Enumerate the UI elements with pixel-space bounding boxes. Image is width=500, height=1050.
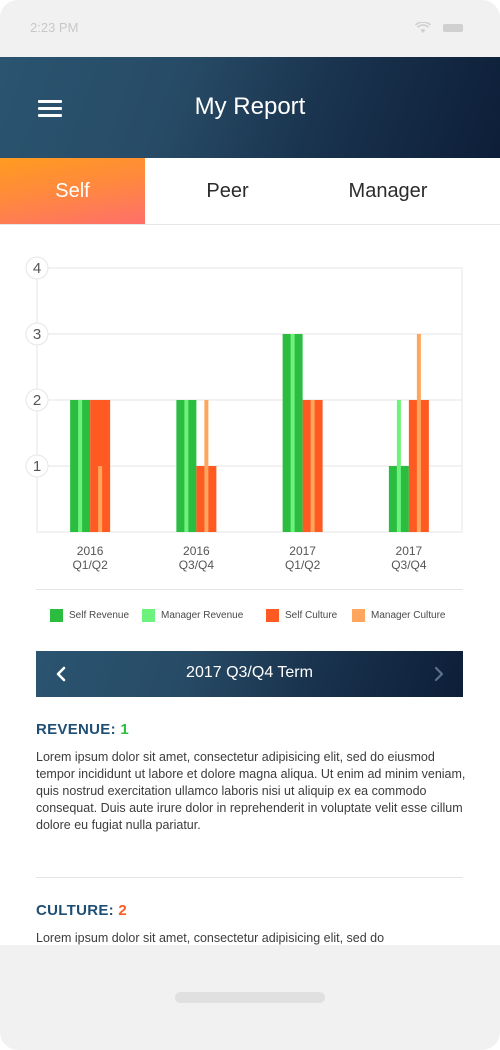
revenue-text: Lorem ipsum dolor sit amet, consectetur …	[36, 750, 466, 832]
tab-self[interactable]: Self	[0, 158, 145, 224]
hamburger-menu-icon[interactable]	[38, 100, 62, 117]
tab-bar: Self Peer Manager	[0, 158, 500, 225]
revenue-score: 1	[120, 721, 130, 738]
legend-manager-revenue: Manager Revenue	[142, 609, 243, 622]
culture-heading-label: CULTURE:	[36, 902, 114, 919]
x-tick-label: Q1/Q2	[285, 558, 321, 572]
legend-label-self-revenue: Self Revenue	[69, 610, 130, 621]
bar-manager-culture	[310, 400, 315, 532]
app-bar: My Report	[0, 57, 500, 158]
chart-legend: Self Revenue Manager Revenue Self Cultur…	[0, 609, 500, 629]
term-selector: 2017 Q3/Q4 Term	[36, 651, 463, 697]
x-tick-label: 2016	[77, 544, 104, 558]
bar-manager-revenue	[78, 400, 83, 532]
chart-divider	[36, 589, 463, 590]
bar-manager-revenue	[396, 400, 401, 532]
y-tick-badge	[25, 256, 49, 280]
status-time: 2:23 PM	[30, 20, 79, 35]
legend-swatch-manager-culture	[352, 609, 365, 622]
culture-text: Lorem ipsum dolor sit amet, consectetur …	[36, 931, 385, 945]
bar-manager-culture	[98, 466, 103, 532]
y-tick-badge	[25, 454, 49, 478]
bar-manager-culture	[204, 400, 209, 532]
y-tick-badge	[25, 388, 49, 412]
battery-icon	[443, 24, 463, 32]
app-screen: My Report Self Peer Manager 1 2 3 4 2016 Q1/Q…	[0, 57, 500, 945]
bar-manager-culture	[416, 334, 421, 532]
legend-swatch-self-culture	[266, 609, 279, 622]
y-tick-label: 3	[33, 326, 41, 343]
x-tick-label: Q3/Q4	[391, 558, 427, 572]
chevron-right-icon[interactable]	[432, 666, 446, 682]
chevron-left-icon[interactable]	[54, 666, 68, 682]
status-bar: 2:23 PM	[0, 0, 500, 57]
section-divider	[36, 877, 463, 878]
legend-self-culture: Self Culture	[266, 609, 337, 622]
legend-label-manager-culture: Manager Culture	[371, 610, 446, 621]
x-tick-label: Q1/Q2	[72, 558, 108, 572]
y-tick-badge	[25, 322, 49, 346]
y-tick-label: 1	[33, 458, 41, 475]
page-title: My Report	[194, 93, 306, 120]
legend-swatch-self-revenue	[50, 609, 63, 622]
legend-self-revenue: Self Revenue	[50, 609, 129, 622]
x-tick-label: 2016	[183, 544, 210, 558]
x-tick-label: 2017	[289, 544, 316, 558]
bar-manager-revenue	[184, 400, 189, 532]
legend-label-self-culture: Self Culture	[285, 610, 338, 621]
tab-manager[interactable]: Manager	[348, 180, 428, 202]
culture-score: 2	[118, 902, 128, 919]
x-tick-label: 2017	[396, 544, 423, 558]
x-tick-label: Q3/Q4	[179, 558, 215, 572]
y-tick-label: 2	[33, 392, 41, 409]
revenue-heading-label: REVENUE:	[36, 721, 116, 738]
tab-peer[interactable]: Peer	[206, 180, 249, 202]
legend-swatch-manager-revenue	[142, 609, 155, 622]
legend-label-manager-revenue: Manager Revenue	[161, 610, 244, 621]
wifi-icon	[415, 22, 431, 33]
culture-heading: CULTURE: 2	[36, 902, 127, 919]
legend-manager-culture: Manager Culture	[352, 609, 445, 622]
revenue-heading: REVENUE: 1	[36, 721, 129, 738]
bar-manager-revenue	[290, 334, 295, 532]
y-tick-label: 4	[33, 260, 41, 277]
term-title: 2017 Q3/Q4 Term	[186, 664, 313, 681]
home-indicator	[175, 992, 325, 1003]
